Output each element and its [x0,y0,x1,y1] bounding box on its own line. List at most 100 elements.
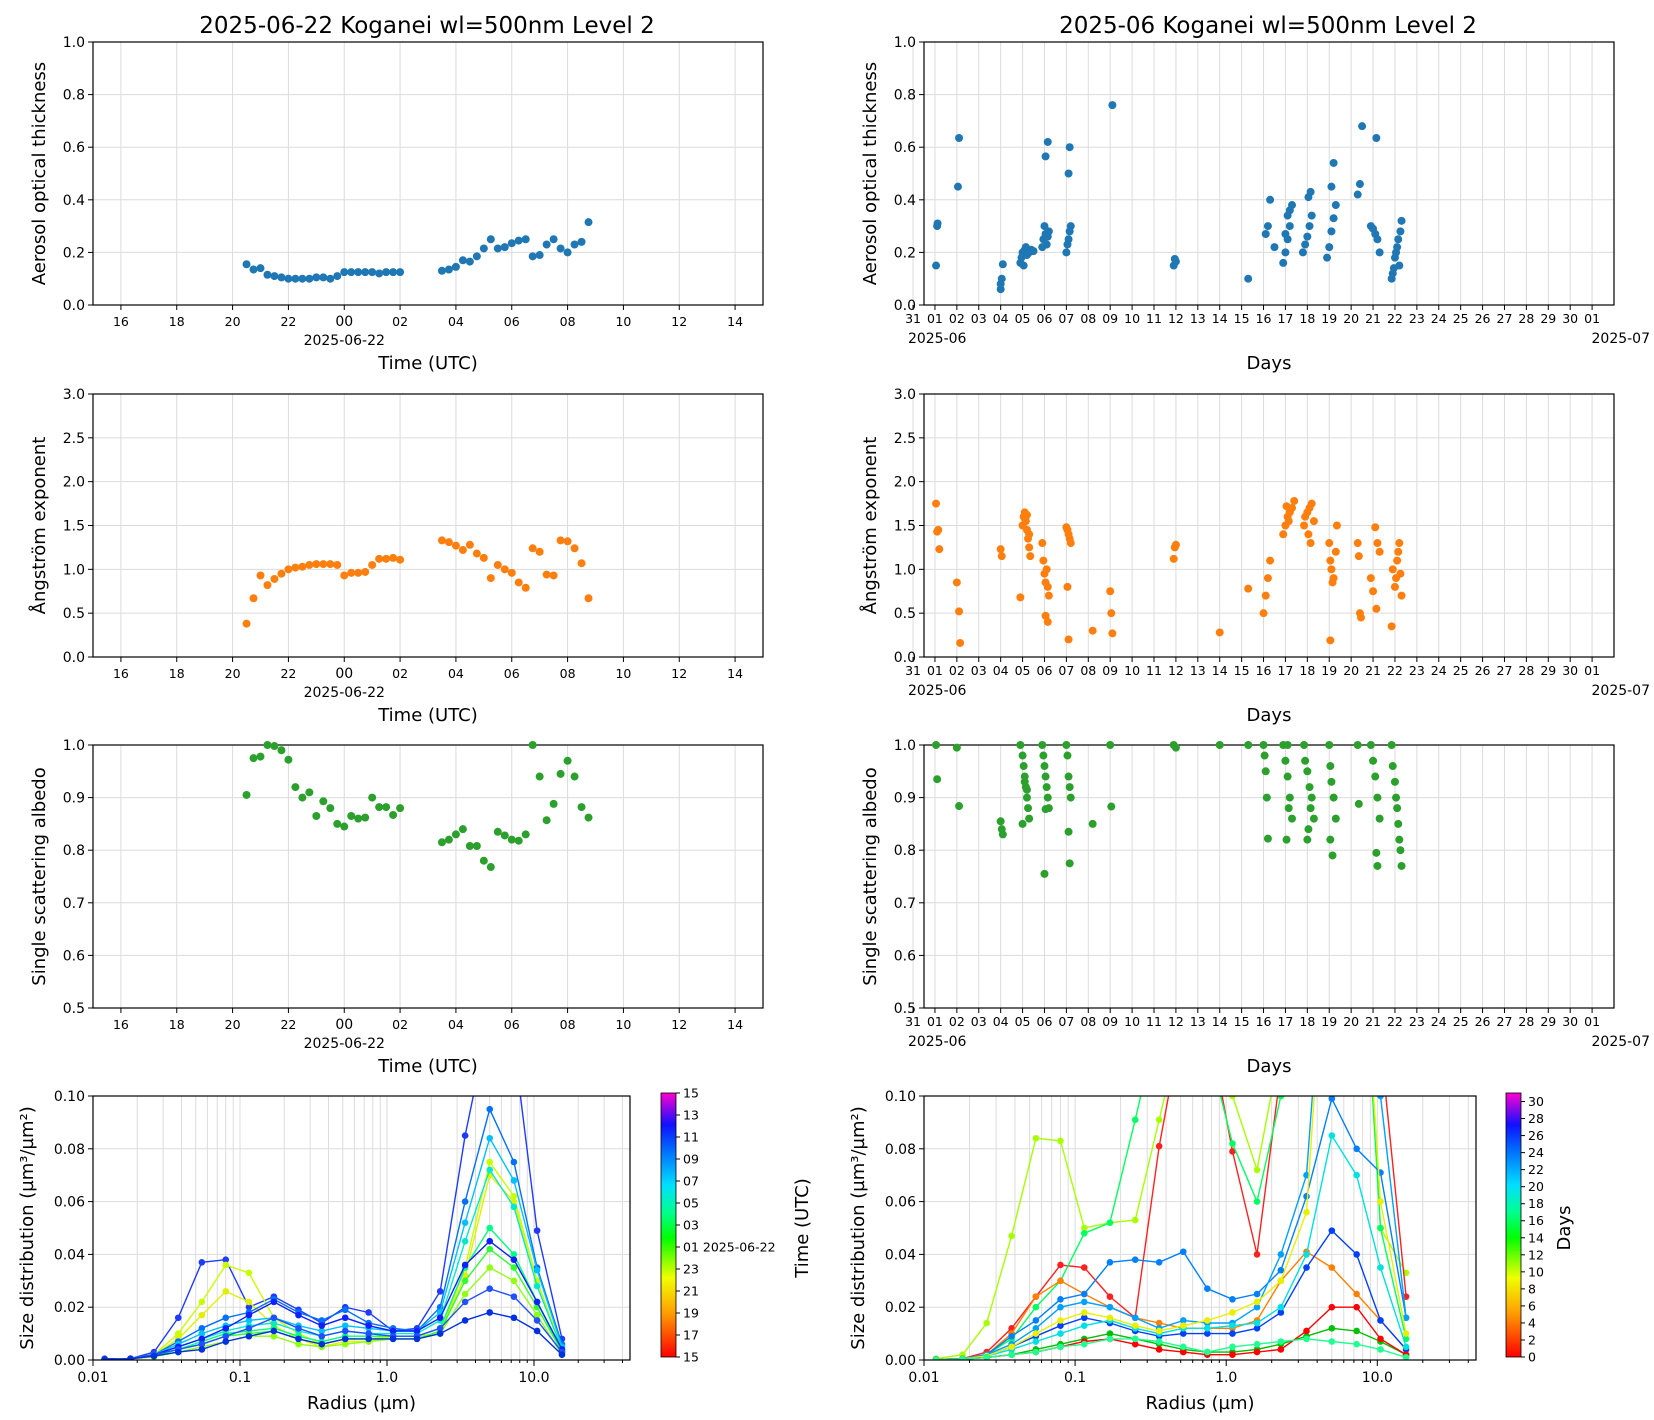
x-tick-label: 28 [1518,311,1534,326]
x-tick-label: 15 [1234,663,1250,678]
data-point [1327,777,1336,786]
data-point [486,574,495,583]
y-axis-label: Single scattering albedo [860,767,881,985]
data-point [997,274,1006,283]
data-point [1375,814,1384,823]
series-point [1353,829,1360,836]
data-point [1331,201,1340,210]
x-tick-label: 06 [1037,1014,1053,1029]
series-point [983,1319,991,1327]
data-point [1088,819,1097,828]
data-point [577,237,586,246]
data-point [1041,152,1050,161]
data-point [249,754,258,763]
data-point [1323,253,1332,262]
data-point [584,813,593,822]
plot-frame [923,744,1615,1009]
data-point [333,819,342,828]
y-tick-label: 0.9 [63,791,85,807]
series-point [1032,1330,1040,1337]
data-point [955,802,964,811]
series-point [510,1203,518,1211]
data-point [1043,617,1052,626]
data-point [1298,248,1307,257]
series-point [365,1335,372,1343]
series-point [1057,1277,1064,1285]
x-tick-label: 26 [1475,1014,1491,1029]
series-point [270,1327,278,1335]
colorbar-tick-label: 11 [683,1130,699,1145]
plot-frame [923,1095,1477,1361]
x-tick-label: 02 [392,666,408,681]
data-point [1063,751,1072,760]
data-point [577,803,586,812]
data-point [1372,604,1381,613]
data-point [298,793,307,802]
data-point [361,567,370,576]
series-point [295,1325,302,1332]
x-tick-label: 20 [225,314,241,329]
series-line [104,1311,563,1360]
series-line [104,1168,563,1360]
series-point [1204,1330,1211,1337]
x-tick-label: 17 [1277,663,1293,678]
x-tick-label: 27 [1497,1014,1513,1029]
series-point [533,1266,541,1274]
x-tick-label: 02 [949,663,965,678]
plot-frame [92,1095,631,1361]
series-point [127,1355,134,1360]
data-point [1024,804,1033,813]
data-point [996,817,1005,826]
x-tick-label: 07 [1058,1014,1074,1029]
data-point [1390,777,1399,786]
x-tick-label: 23 [1409,1014,1425,1029]
x-tick-label: 19 [1321,311,1337,326]
series-point [1179,1248,1187,1256]
series-point [222,1261,230,1269]
x-tick-label: 01 [1584,311,1600,326]
series-point [486,1237,494,1245]
data-point [955,133,964,142]
x-tick-label: 05 [1015,1014,1031,1029]
series-point [1229,1148,1236,1155]
data-point [1288,814,1296,823]
data-point [354,814,363,823]
series-point [1057,1137,1064,1145]
series-point [174,1348,182,1356]
series-point [1155,1338,1163,1345]
colorbar-tick-label: 05 [683,1196,699,1211]
x-tick-label: 24 [1431,1014,1447,1029]
x-tick-label: 16 [1256,663,1272,678]
series-point [389,1327,397,1335]
data-point [263,270,272,279]
data-point [1039,556,1048,565]
series-point [1328,1325,1336,1332]
angstrom-month-panel: 0.0 0.5 1.0 1.5 2.0 2.5 3.0 31 01 02 03 04 05 06 07 08 0… [859,387,1650,726]
series-line [104,1226,563,1360]
data-point [249,265,258,274]
data-point [1290,496,1299,505]
x-tick-label: 21 [1365,311,1381,326]
data-point [486,863,495,872]
ssa-month-panel: 0.5 0.6 0.7 0.8 0.9 1.0 31 01 02 03 04 05 06 07 08 09 10… [860,738,1650,1077]
series-point [510,1251,518,1258]
plot-frame [92,744,764,1009]
date-label: 2025-06-22 [304,333,385,349]
data-point [444,265,453,274]
data-point [1306,187,1315,196]
y-tick-label: 0.8 [63,88,85,104]
data-point [1065,783,1074,792]
y-axis-label: Aerosol optical thickness [860,62,881,285]
series-point [1253,1348,1261,1356]
data-point [1279,258,1288,267]
series-point [1155,1319,1163,1327]
colorbar-tick-label: 09 [683,1152,699,1167]
data-point [305,274,314,283]
data-point [396,804,405,813]
date-label-right: 2025-07 [1592,1034,1651,1050]
colorbar-tick-label: 2 [1528,1332,1536,1347]
series-point [510,1277,518,1285]
data-point [1282,835,1291,844]
y-tick-label: 1.0 [63,562,85,578]
series-point [1253,1303,1261,1311]
